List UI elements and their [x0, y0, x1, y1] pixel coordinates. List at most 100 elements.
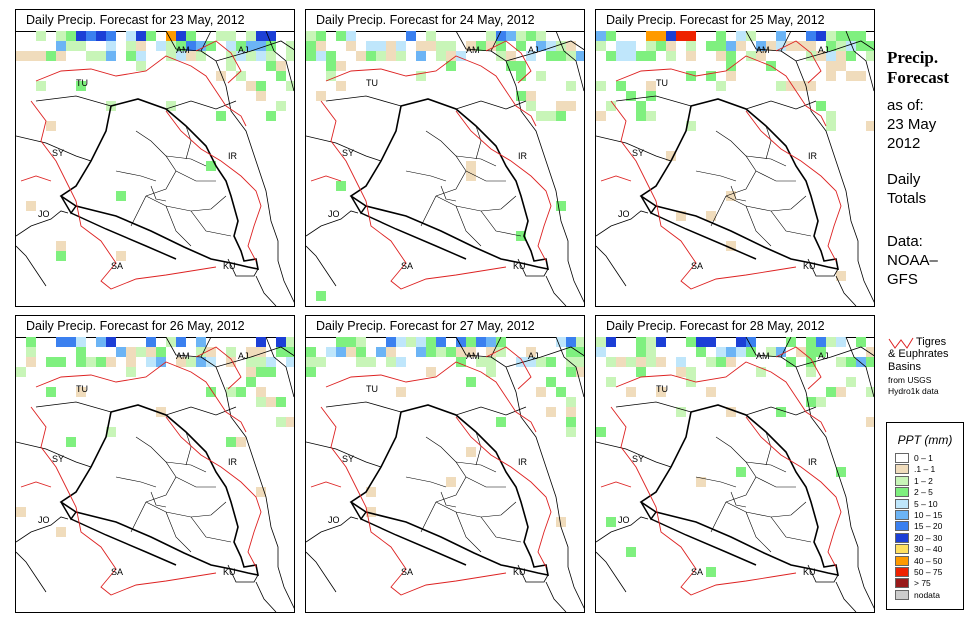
- basin-line: [165, 416, 262, 568]
- country-label: TU: [76, 78, 88, 88]
- border-line: [455, 31, 502, 52]
- precip-cell: [566, 51, 576, 61]
- precip-cell: [606, 31, 616, 41]
- border-line: [165, 31, 212, 52]
- precip-cell: [336, 81, 346, 91]
- precip-cell: [76, 347, 86, 357]
- precip-cell: [136, 41, 146, 51]
- precip-cell: [226, 347, 236, 357]
- border-line: [480, 516, 522, 543]
- precip-cell: [386, 357, 396, 367]
- precip-cell: [216, 111, 226, 121]
- precip-cell: [176, 31, 186, 41]
- border-line: [200, 40, 294, 62]
- precip-cells: [596, 337, 874, 577]
- precip-cell: [256, 487, 266, 497]
- precip-cell: [736, 41, 746, 51]
- basin-line: [615, 55, 827, 127]
- basin-line: [745, 110, 842, 262]
- country-label: KU: [513, 261, 526, 271]
- precip-cell: [666, 51, 676, 61]
- precip-cell: [376, 347, 386, 357]
- precip-cell: [126, 347, 136, 357]
- precip-cell: [226, 41, 236, 51]
- basin-line: [320, 100, 507, 290]
- precip-cell: [466, 337, 476, 347]
- precip-cell: [346, 31, 356, 41]
- precip-cell: [776, 81, 786, 91]
- precip-cell: [446, 61, 456, 71]
- precip-cell: [486, 31, 496, 41]
- precip-cell: [176, 41, 186, 51]
- precip-cell: [836, 271, 846, 281]
- precip-cell: [656, 357, 666, 367]
- border-line: [845, 337, 874, 398]
- border-line: [165, 511, 192, 553]
- precip-cell: [406, 31, 416, 41]
- precip-cell: [566, 407, 576, 417]
- precip-cell: [706, 71, 716, 81]
- border-line: [770, 210, 812, 237]
- precip-cell: [86, 31, 96, 41]
- precip-cell: [126, 367, 136, 377]
- basin-line: [320, 406, 507, 596]
- precip-cell: [56, 337, 66, 347]
- precip-cell: [686, 31, 696, 41]
- precip-cell: [746, 347, 756, 357]
- precip-cell: [656, 31, 666, 41]
- border-line: [517, 564, 549, 583]
- border-line: [517, 258, 549, 277]
- precip-cell: [516, 41, 526, 51]
- precip-cell: [646, 41, 656, 51]
- precip-cell: [556, 111, 566, 121]
- basin-line: [35, 55, 247, 127]
- precip-cell: [186, 51, 196, 61]
- precip-cell: [836, 61, 846, 71]
- precip-cell: [446, 41, 456, 51]
- precip-cell: [516, 61, 526, 71]
- country-borders: [306, 31, 584, 306]
- precip-cell: [566, 101, 576, 111]
- border-line: [845, 31, 874, 92]
- precip-cell: [836, 387, 846, 397]
- precip-cell: [576, 337, 584, 347]
- precip-cell: [546, 41, 556, 51]
- precip-cell: [806, 81, 816, 91]
- precip-cell: [596, 81, 606, 91]
- precip-cell: [306, 41, 316, 51]
- precip-cell: [266, 41, 276, 51]
- precip-cell: [816, 31, 826, 41]
- border-line: [227, 564, 259, 583]
- precip-cell: [386, 51, 396, 61]
- country-label: IR: [518, 151, 528, 161]
- precip-cell: [856, 337, 866, 347]
- precip-cell: [96, 357, 106, 367]
- precip-cell: [616, 81, 626, 91]
- legend-label: 15 – 20: [914, 521, 943, 532]
- legend-label: 50 – 75: [914, 567, 943, 577]
- precip-cell: [726, 191, 736, 201]
- border-line: [306, 551, 337, 593]
- precip-cells: [306, 337, 584, 527]
- data-source-block: Data: NOAA– GFS: [887, 232, 938, 289]
- precip-cell: [816, 347, 826, 357]
- country-label: SA: [111, 261, 123, 271]
- title-line-2: Forecast: [887, 68, 949, 87]
- precip-cell: [676, 367, 686, 377]
- country-label: AM: [176, 45, 190, 55]
- border-line: [745, 511, 772, 553]
- country-label: KU: [803, 567, 816, 577]
- data-line-3: GFS: [887, 271, 918, 288]
- basin-line: [30, 100, 217, 290]
- country-label: AJ: [238, 45, 249, 55]
- precip-cell: [556, 51, 566, 61]
- precip-cell: [536, 357, 546, 367]
- precip-cell: [146, 337, 156, 347]
- precip-cell: [676, 357, 686, 367]
- precip-cell: [646, 31, 656, 41]
- border-line: [227, 258, 259, 277]
- precip-cell: [646, 347, 656, 357]
- precip-cell: [776, 31, 786, 41]
- country-label: SY: [342, 148, 354, 158]
- precip-cell: [246, 81, 256, 91]
